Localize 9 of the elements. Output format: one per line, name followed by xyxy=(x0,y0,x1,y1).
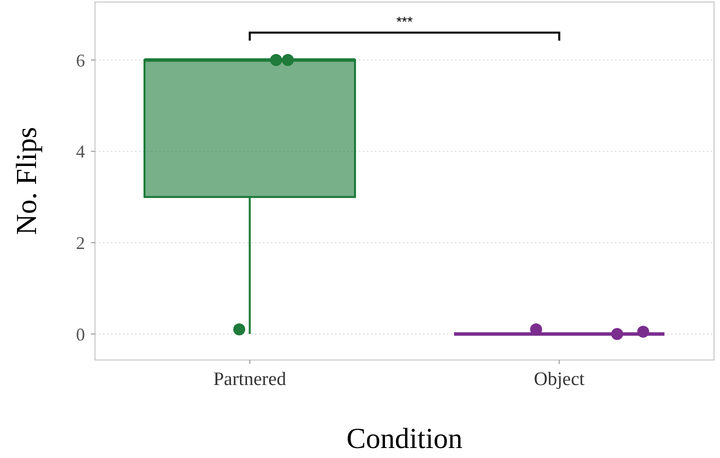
y-tick-label: 4 xyxy=(76,142,85,162)
y-axis-title: No. Flips xyxy=(11,127,43,235)
x-tick-label: Object xyxy=(534,369,586,390)
x-tick-label: Partnered xyxy=(213,369,287,390)
annotation: *** xyxy=(396,14,414,30)
y-tick-label: 2 xyxy=(76,232,85,253)
x-axis-title: Condition xyxy=(346,423,464,455)
y-tick-label: 0 xyxy=(76,324,85,344)
y-tick-label: 6 xyxy=(76,50,85,70)
